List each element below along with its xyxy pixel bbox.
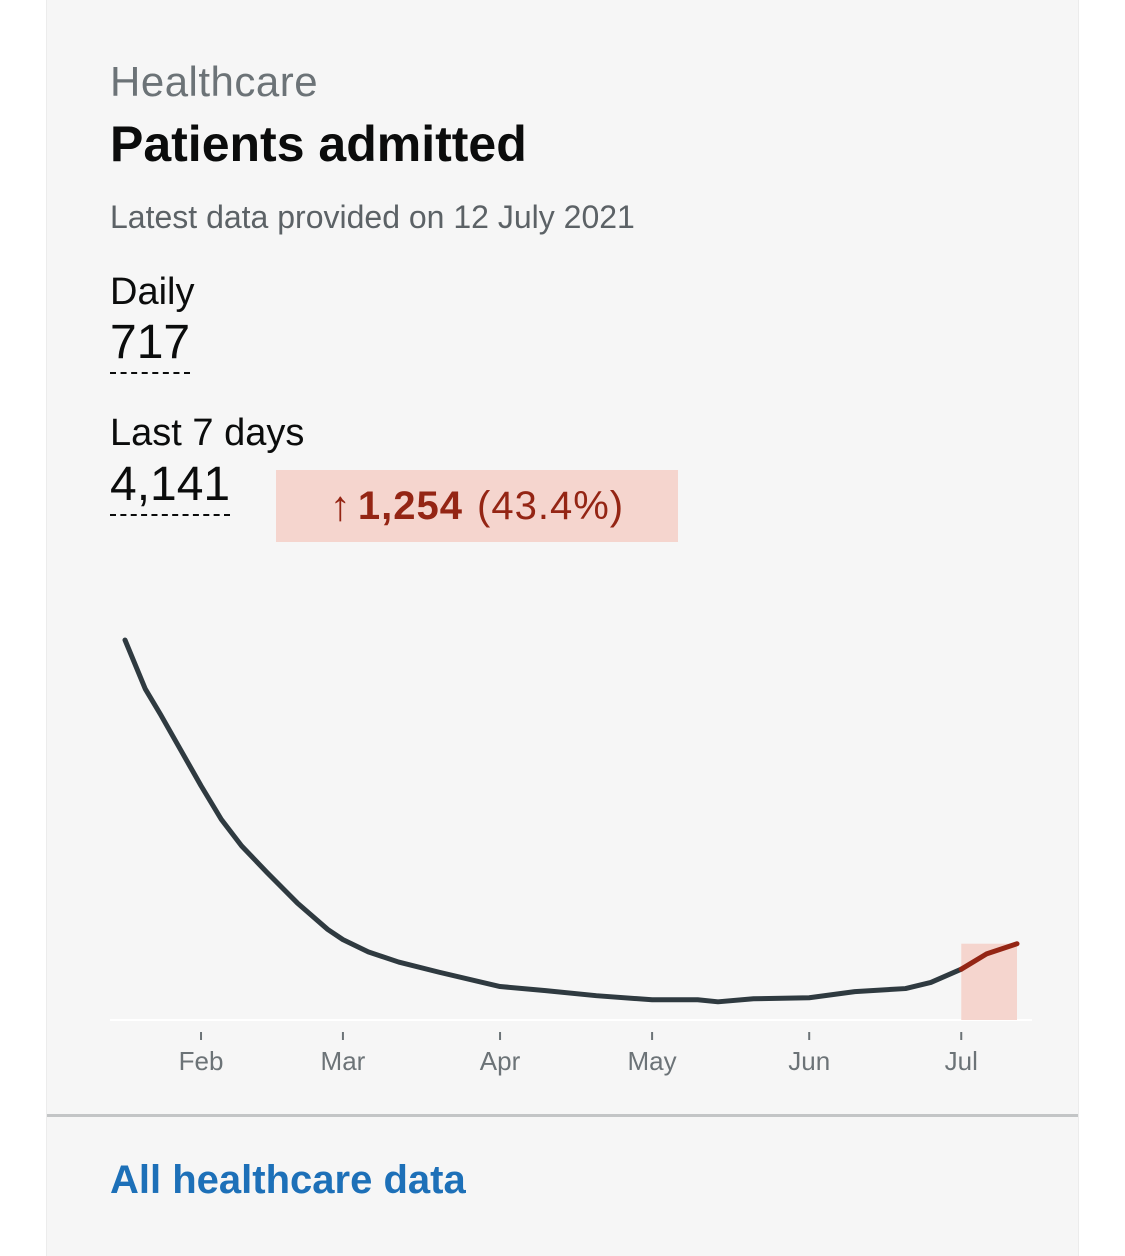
card-caption: Healthcare [110,58,319,105]
x-tick-label: Jul [945,1046,978,1076]
all-healthcare-data-link[interactable]: All healthcare data [110,1158,466,1202]
admissions-line [122,637,964,1005]
card-title: Patients admitted [110,116,527,172]
change-badge: ↑ 1,254 (43.4%) [276,470,678,542]
healthcare-card: Healthcare Patients admitted Latest data… [46,0,1079,1256]
x-tick-label: May [628,1046,677,1076]
arrow-up-icon: ↑ [329,482,352,529]
week-value[interactable]: 4,141 [110,459,231,517]
x-tick-label: Jun [788,1046,830,1076]
x-tick-label: Apr [480,1046,521,1076]
admissions-line-chart[interactable]: Feb Mar Apr May Jun Jul [47,600,1078,1100]
last-updated-text: Latest data provided on 12 July 2021 [110,199,635,235]
x-tick-label: Mar [321,1046,366,1076]
daily-value[interactable]: 717 [110,317,191,375]
week-label: Last 7 days [110,412,305,454]
change-amount: 1,254 [357,483,464,528]
daily-label: Daily [110,271,195,313]
recent-period-highlight [961,943,1017,1020]
x-tick-label: Feb [179,1046,224,1076]
admissions-line-recent [958,941,1020,972]
change-percent: (43.4%) [477,483,625,528]
divider [47,1114,1078,1117]
